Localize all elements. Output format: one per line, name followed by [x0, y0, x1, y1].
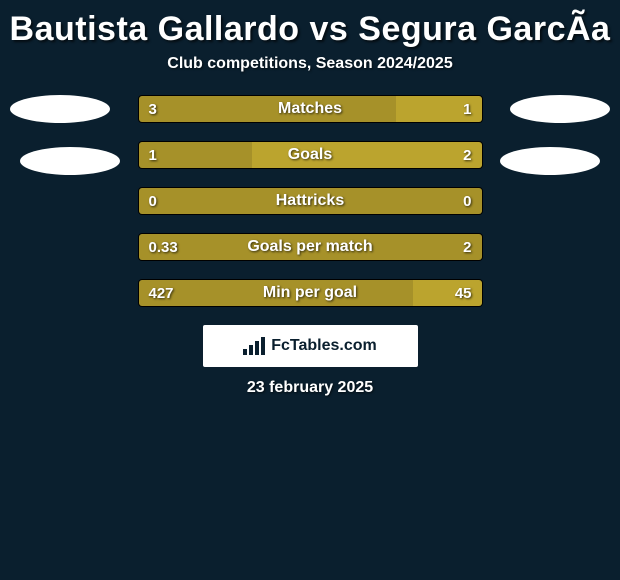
bar-left: [139, 234, 482, 260]
placeholder-ellipse: [20, 147, 120, 175]
subtitle: Club competitions, Season 2024/2025: [0, 55, 620, 95]
bar-right: [252, 142, 482, 168]
stat-row-goals: 1 Goals 2: [138, 141, 483, 169]
placeholder-ellipse: [510, 95, 610, 123]
brand-text: FcTables.com: [271, 337, 377, 355]
bar-right: [396, 96, 482, 122]
placeholder-ellipse: [10, 95, 110, 123]
stat-bars: 3 Matches 1 1 Goals 2 0 Hattricks 0: [138, 95, 483, 307]
bar-left: [139, 96, 396, 122]
brand-box: FcTables.com: [203, 325, 418, 367]
stat-row-matches: 3 Matches 1: [138, 95, 483, 123]
bar-left: [139, 188, 482, 214]
stat-row-gpm: 0.33 Goals per match 2: [138, 233, 483, 261]
stats-area: 3 Matches 1 1 Goals 2 0 Hattricks 0: [0, 95, 620, 397]
bar-left: [139, 142, 252, 168]
page-title: Bautista Gallardo vs Segura GarcÃ­a: [0, 0, 620, 55]
stat-row-hattricks: 0 Hattricks 0: [138, 187, 483, 215]
placeholder-ellipse: [500, 147, 600, 175]
comparison-card: Bautista Gallardo vs Segura GarcÃ­a Club…: [0, 0, 620, 397]
bar-left: [139, 280, 413, 306]
bar-right: [413, 280, 482, 306]
stat-row-mpg: 427 Min per goal 45: [138, 279, 483, 307]
bars-icon: [243, 337, 265, 355]
date: 23 february 2025: [0, 379, 620, 397]
